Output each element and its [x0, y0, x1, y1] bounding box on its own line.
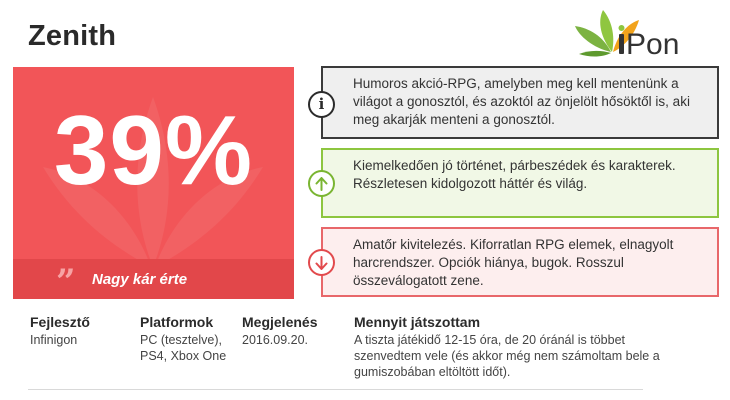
verdict-text: Nagy kár érte: [92, 271, 188, 288]
developer-info: Fejlesztő Infinigon: [30, 314, 130, 348]
release-info: Megjelenés 2016.09.20.: [242, 314, 342, 348]
platforms-label: Platformok: [140, 314, 214, 330]
playtime-value: A tiszta játékidő 12-15 óra, de 20 óráná…: [354, 333, 660, 379]
pros-box: Kiemelkedően jó történet, párbeszédek és…: [321, 148, 719, 218]
developer-label: Fejlesztő: [30, 314, 90, 330]
playtime-label: Mennyit játszottam: [354, 314, 481, 330]
release-value: 2016.09.20.: [242, 333, 309, 347]
score-value: 39%: [53, 95, 254, 205]
platforms-info: Platformok PC (tesztelve), PS4, Xbox One: [140, 314, 235, 364]
quote-icon: ”: [56, 262, 76, 299]
verdict-bar: [13, 259, 294, 299]
release-label: Megjelenés: [242, 314, 318, 330]
arrow-up-icon: [308, 170, 335, 197]
ipon-logo: Pon: [571, 6, 719, 62]
background-leaf-watermark: [43, 97, 263, 267]
cons-text: Amatőr kivitelezés. Kiforratlan RPG elem…: [353, 237, 674, 288]
playtime-info: Mennyit játszottam A tiszta játékidő 12-…: [354, 314, 684, 380]
score-panel: 39% ” Nagy kár érte: [13, 67, 294, 299]
logo-wordmark: Pon: [626, 28, 679, 61]
platforms-value: PC (tesztelve), PS4, Xbox One: [140, 333, 227, 363]
summary-text: Humoros akció-RPG, amelyben meg kell men…: [353, 76, 690, 127]
game-title: Zenith: [28, 20, 117, 52]
summary-box: Humoros akció-RPG, amelyben meg kell men…: [321, 66, 719, 139]
arrow-down-icon: [308, 249, 335, 276]
pros-text: Kiemelkedően jó történet, párbeszédek és…: [353, 158, 676, 191]
developer-value: Infinigon: [30, 333, 78, 347]
cons-box: Amatőr kivitelezés. Kiforratlan RPG elem…: [321, 227, 719, 297]
bottom-divider: [28, 389, 643, 390]
info-icon: i: [308, 91, 335, 118]
